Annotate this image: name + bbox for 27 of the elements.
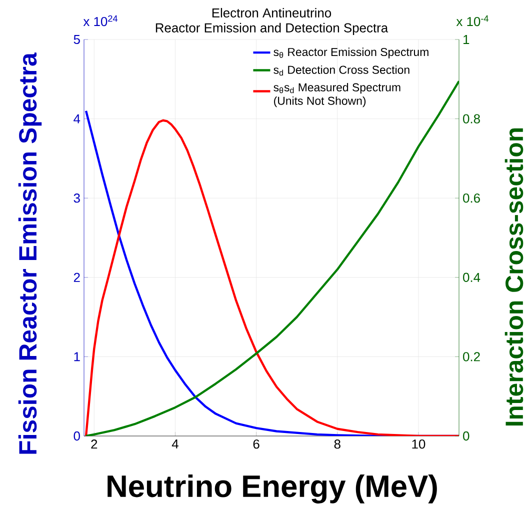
- y2-tick-label: 0.4: [463, 272, 480, 282]
- y2-tick-label: 0: [463, 431, 470, 441]
- y2-tick-label: 0.6: [463, 194, 480, 203]
- y2-tick-label: 0.8: [463, 114, 480, 124]
- y-tick-label: 4: [74, 114, 80, 124]
- y-tick-label: 2: [74, 272, 80, 282]
- x-tick-label: 8: [334, 440, 340, 449]
- chart-subtitle: Reactor Emission and Detection Spectra: [156, 22, 388, 36]
- text: x 10$^{-4}$: [456, 15, 488, 26]
- x-tick-label: 2: [91, 440, 98, 449]
- y-tick-label: 1: [74, 352, 80, 362]
- legend-label: s$_{θ}$s$_{d}$ Measured Spectrum (Units Not Shown): [274, 83, 400, 108]
- legend-label: s$_{θ}$ Reactor Emission Spectrum: [274, 48, 428, 58]
- x-tick-label: 6: [253, 440, 260, 449]
- x-axis-title: Neutrino Energy (MeV): [108, 474, 437, 504]
- y-tick-label: 5: [74, 34, 80, 44]
- x-tick-label: 10: [412, 440, 426, 449]
- text: x 10$^{24}$: [83, 15, 118, 26]
- legend-label: s$_{d}$ Detection Cross Section: [274, 65, 410, 76]
- y-tick-label: 0: [74, 431, 80, 441]
- chart-title: Electron Antineutrino: [212, 8, 332, 18]
- y2-tick-label: 0.2: [463, 352, 480, 362]
- y-tick-label: 3: [74, 194, 80, 203]
- y-axis-title: Fission Reactor Emission Spectra: [18, 52, 42, 454]
- y2-tick-label: 1: [464, 35, 470, 44]
- x-tick-label: 4: [172, 440, 178, 448]
- y2-axis-title: Interaction Cross-section: [504, 128, 524, 426]
